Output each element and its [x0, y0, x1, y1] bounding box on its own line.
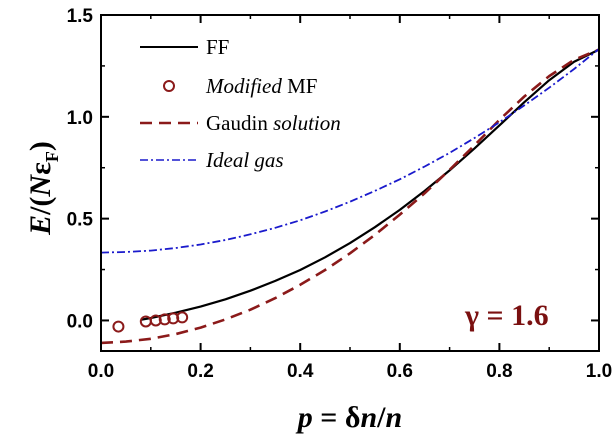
legend: FF Modified MF Gaudin solution Ideal gas — [140, 35, 341, 172]
y-tick-label: 0.0 — [67, 311, 93, 332]
y-tick-label: 0.5 — [67, 210, 94, 231]
x-tick-label: 1.0 — [586, 361, 612, 382]
x-tick-label: 0.8 — [486, 361, 512, 382]
x-axis-title: p = δn/n — [295, 401, 402, 434]
legend-mf-swatch — [164, 81, 174, 91]
x-tick-label: 0.2 — [187, 361, 213, 382]
y-tick-label: 1.5 — [67, 6, 94, 27]
gamma-annotation: γ = 1.6 — [464, 299, 549, 332]
x-tick-label: 0.4 — [287, 361, 314, 382]
legend-mf-label: Modified MF — [205, 74, 317, 98]
y-tick-label: 1.0 — [67, 108, 93, 129]
y-axis-title: E/(NεF) — [24, 141, 62, 236]
legend-gaudin-label: Gaudin solution — [206, 111, 341, 135]
x-tick-label: 0.0 — [88, 361, 114, 382]
mf-data-point — [113, 322, 123, 332]
legend-ff-label: FF — [206, 35, 229, 59]
series-line-3 — [101, 49, 599, 253]
x-tick-label: 0.6 — [387, 361, 413, 382]
legend-ideal-label: Ideal gas — [205, 148, 284, 172]
